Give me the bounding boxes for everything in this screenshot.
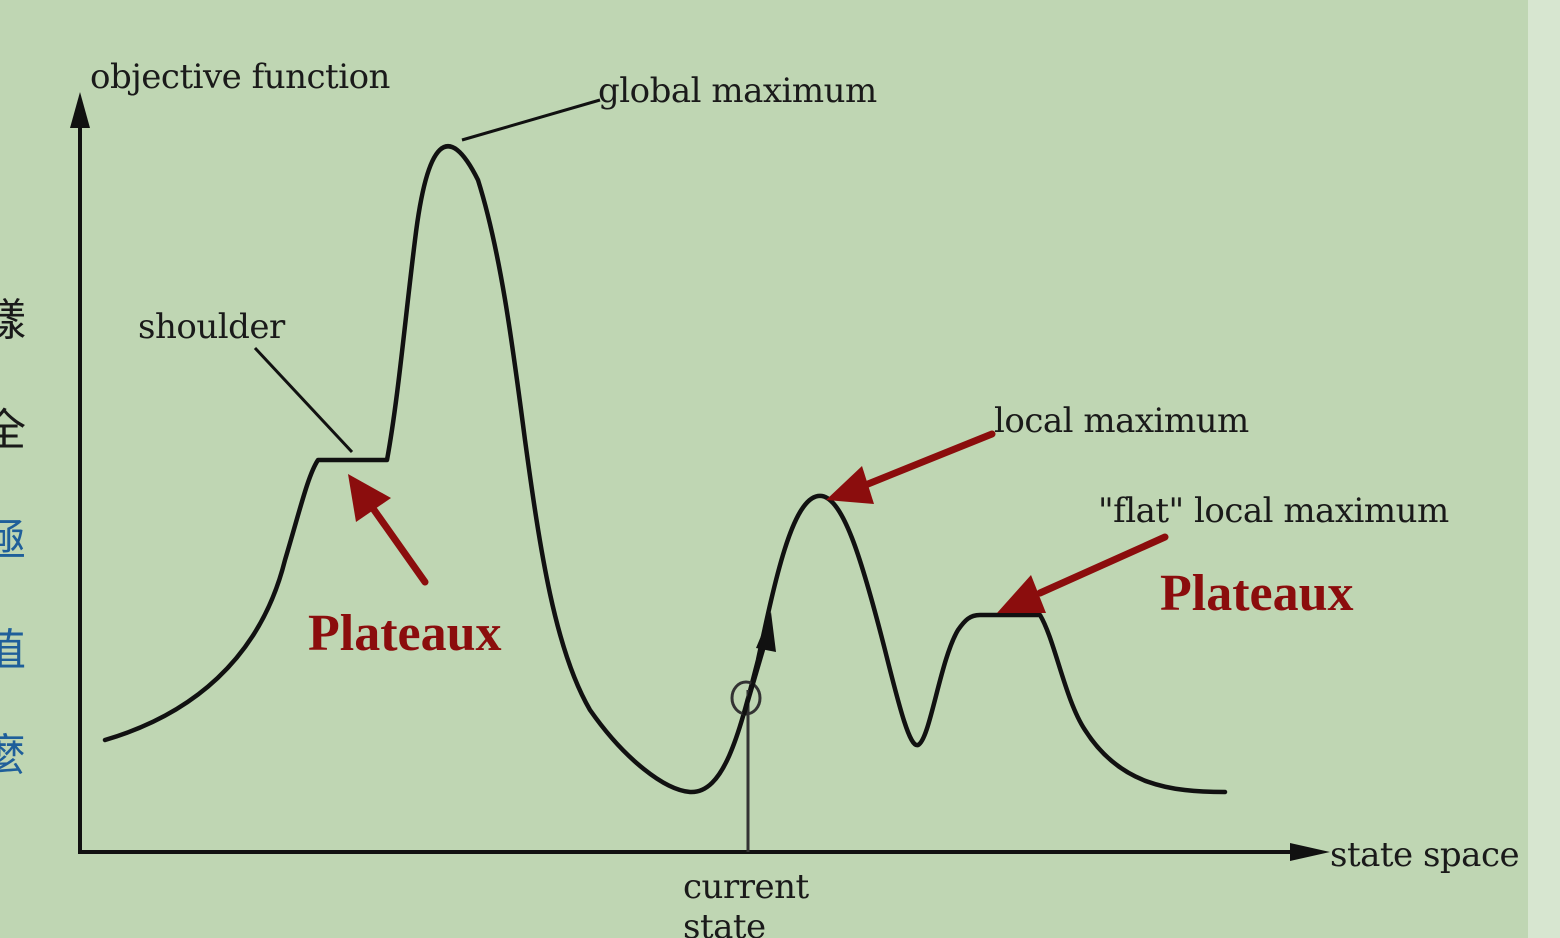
- current-state-marker: [730, 612, 776, 852]
- side-char-1: 樣: [0, 295, 26, 346]
- objective-curve: [102, 144, 1228, 795]
- side-char-5: 麼: [0, 730, 26, 781]
- plateaux-right-arrow-shaft: [1036, 533, 1169, 597]
- current-state-label-line2: state: [683, 907, 766, 938]
- side-vertical-text: 樣 全 極 值 麼: [0, 295, 26, 781]
- side-char-4: 值: [0, 625, 26, 676]
- y-axis-arrowhead: [70, 92, 90, 128]
- side-char-3: 極: [0, 515, 26, 566]
- local-maximum-label: local maximum: [994, 401, 1249, 441]
- plateaux-right-arrowhead: [997, 575, 1046, 613]
- plateaux-right-label: Plateaux: [1160, 565, 1354, 622]
- plateaux-left-label: Plateaux: [308, 605, 502, 662]
- shoulder-leader: [253, 346, 354, 454]
- plateaux-left-arrowhead: [348, 474, 391, 522]
- current-state-label-line1: current: [683, 867, 809, 907]
- shoulder-label: shoulder: [138, 307, 286, 347]
- axes: [70, 92, 1330, 861]
- side-char-2: 全: [0, 405, 26, 456]
- x-axis-arrowhead: [1290, 843, 1330, 861]
- plateaux-annotations: Plateaux Plateaux: [308, 430, 1354, 662]
- global-maximum-leader: [461, 98, 601, 142]
- local-maximum-arrowhead: [826, 466, 874, 504]
- global-maximum-label: global maximum: [598, 71, 877, 111]
- x-axis-label: state space: [1330, 835, 1519, 875]
- local-maximum-arrow-shaft: [864, 430, 996, 488]
- plateaux-left-arrow-shaft: [368, 503, 429, 586]
- current-state-direction: [742, 639, 768, 716]
- current-state-direction-arrowhead: [756, 612, 776, 652]
- flat-local-maximum-label: "flat" local maximum: [1098, 491, 1449, 531]
- slide-margin-strip: [1528, 0, 1560, 938]
- y-axis-label: objective function: [90, 57, 390, 97]
